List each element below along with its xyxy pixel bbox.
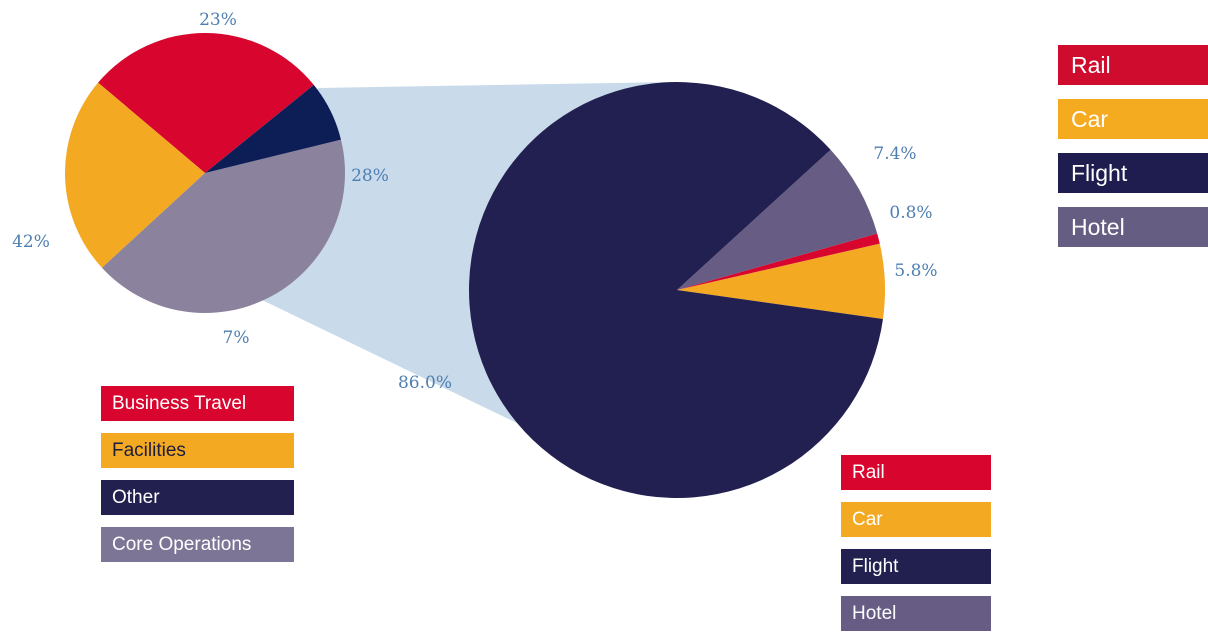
pct-label-facilities: 23%	[199, 10, 237, 30]
legend-item-business-travel: Business Travel	[101, 386, 294, 421]
pct-label-core-operations: 42%	[12, 232, 50, 252]
legend-item-car: Car	[841, 502, 991, 537]
business-travel-pie	[469, 82, 885, 498]
pct-label-rail: 0.8%	[889, 203, 932, 223]
pct-label-business-travel: 28%	[351, 166, 389, 186]
legend-item-facilities: Facilities	[101, 433, 294, 468]
pct-label-other: 7%	[223, 328, 250, 348]
top-legend-item-flight: Flight	[1058, 153, 1208, 193]
legend-item-hotel: Hotel	[841, 596, 991, 631]
business-travel-legend: Rail Car Flight Hotel	[841, 455, 991, 643]
legend-item-other: Other	[101, 480, 294, 515]
pct-label-hotel: 7.4%	[873, 144, 916, 164]
legend-item-flight: Flight	[841, 549, 991, 584]
legend-item-core-operations: Core Operations	[101, 527, 294, 562]
top-legend-item-hotel: Hotel	[1058, 207, 1208, 247]
pct-label-car: 5.8%	[894, 261, 937, 281]
overall-pie	[65, 33, 345, 313]
top-legend-item-rail: Rail	[1058, 45, 1208, 85]
legend-item-rail: Rail	[841, 455, 991, 490]
top-legend-item-car: Car	[1058, 99, 1208, 139]
overall-legend: Business Travel Facilities Other Core Op…	[101, 386, 294, 574]
top-right-legend: Rail Car Flight Hotel	[1058, 45, 1208, 261]
pct-label-flight: 86.0%	[398, 373, 452, 393]
